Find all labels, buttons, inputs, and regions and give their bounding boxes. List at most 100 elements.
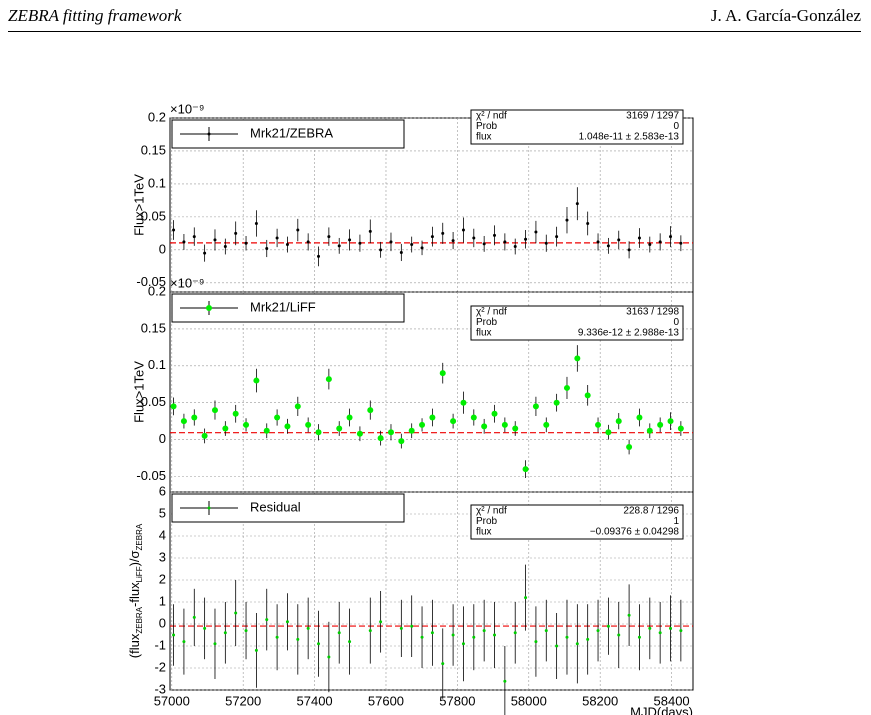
- data-point: [285, 620, 289, 624]
- data-point: [524, 237, 528, 241]
- data-point: [317, 254, 321, 258]
- data-point: [482, 629, 486, 633]
- data-point: [389, 240, 393, 244]
- data-point: [544, 629, 548, 633]
- data-point: [203, 251, 207, 255]
- y-axis-title: (fluxZEBRA-fluxLiFF)/σZEBRA: [127, 523, 144, 658]
- data-point: [637, 236, 641, 240]
- data-point: [285, 243, 289, 247]
- stats-value: 3169 / 1297: [626, 111, 679, 122]
- data-point: [596, 240, 600, 244]
- data-point: [627, 248, 631, 252]
- data-point: [192, 235, 196, 239]
- data-point: [503, 240, 507, 244]
- stats-value: 1.048e-11 ± 2.583e-13: [579, 132, 680, 143]
- data-point: [244, 629, 248, 633]
- data-point: [512, 425, 519, 432]
- stats-key: Prob: [476, 121, 498, 132]
- data-point: [367, 407, 374, 414]
- data-point: [337, 244, 341, 248]
- stats-frame: [470, 109, 684, 145]
- data-point: [327, 235, 331, 239]
- y-tick-label: 0.05: [141, 394, 166, 409]
- data-point: [420, 635, 424, 639]
- data-point: [358, 241, 362, 245]
- data-point: [470, 414, 477, 421]
- x-tick-label: 57600: [368, 693, 404, 708]
- data-point: [544, 241, 548, 245]
- stats-key: flux: [476, 132, 492, 143]
- data-point: [450, 418, 457, 425]
- x-axis-title: MJD(days): [630, 704, 693, 715]
- data-point: [201, 432, 208, 439]
- data-point: [192, 615, 196, 619]
- data-point: [296, 228, 300, 232]
- axis-exponent: ×10⁻⁹: [170, 275, 204, 290]
- data-point: [586, 221, 590, 225]
- running-title: ZEBRA fitting framework: [8, 6, 182, 25]
- data-point: [234, 231, 238, 235]
- data-point: [532, 403, 539, 410]
- data-point: [346, 414, 353, 421]
- x-tick-label: 58400: [654, 693, 690, 708]
- stats-value: 9.336e-12 ± 2.988e-13: [578, 328, 680, 339]
- data-point: [677, 425, 684, 432]
- data-point: [679, 629, 683, 633]
- stats-key: flux: [476, 527, 492, 538]
- data-point: [543, 421, 550, 428]
- y-tick-label: 0.2: [148, 283, 166, 298]
- data-point: [254, 648, 258, 652]
- y-axis-title-part: -flux: [127, 582, 142, 607]
- x-tick-label: 58000: [511, 693, 547, 708]
- data-point: [244, 241, 248, 245]
- data-point: [657, 421, 664, 428]
- y-tick-label: -3: [154, 681, 166, 696]
- data-point: [534, 640, 538, 644]
- data-point: [223, 631, 227, 635]
- y-tick-label: 1: [159, 593, 166, 608]
- data-point: [648, 243, 652, 247]
- data-point: [356, 430, 363, 437]
- data-point: [265, 618, 269, 622]
- stats-key: Prob: [476, 516, 498, 527]
- data-point: [172, 633, 176, 637]
- data-point: [170, 403, 177, 410]
- data-point: [669, 626, 673, 630]
- y-tick-label: 5: [159, 505, 166, 520]
- data-point: [306, 626, 310, 630]
- data-point: [555, 235, 559, 239]
- data-point: [172, 228, 176, 232]
- y-tick-label: -1: [154, 637, 166, 652]
- data-point: [493, 633, 497, 637]
- data-point: [626, 443, 633, 450]
- data-point: [368, 229, 372, 233]
- y-axis-title-part: ZEBRA: [135, 523, 144, 550]
- data-point: [605, 429, 612, 436]
- y-tick-label: 2: [159, 571, 166, 586]
- y-axis-title-part: LiFF: [135, 566, 144, 582]
- data-point: [430, 235, 434, 239]
- y-tick-label: 0: [159, 615, 166, 630]
- data-point: [565, 218, 569, 222]
- data-point: [439, 370, 446, 377]
- data-point: [555, 644, 559, 648]
- data-point: [460, 399, 467, 406]
- data-point: [410, 624, 414, 628]
- data-point: [451, 633, 455, 637]
- data-point: [503, 679, 507, 683]
- y-tick-label: 0: [159, 431, 166, 446]
- data-point: [606, 244, 610, 248]
- data-point: [182, 240, 186, 244]
- legend-marker: [206, 305, 212, 311]
- data-point: [399, 626, 403, 630]
- data-point: [379, 620, 383, 624]
- legend-marker: [207, 506, 211, 510]
- data-point: [441, 662, 445, 666]
- data-point: [203, 626, 207, 630]
- x-tick-label: 57200: [225, 693, 261, 708]
- data-point: [306, 240, 310, 244]
- x-tick-label: 57800: [439, 693, 475, 708]
- stats-value: 1: [673, 516, 679, 527]
